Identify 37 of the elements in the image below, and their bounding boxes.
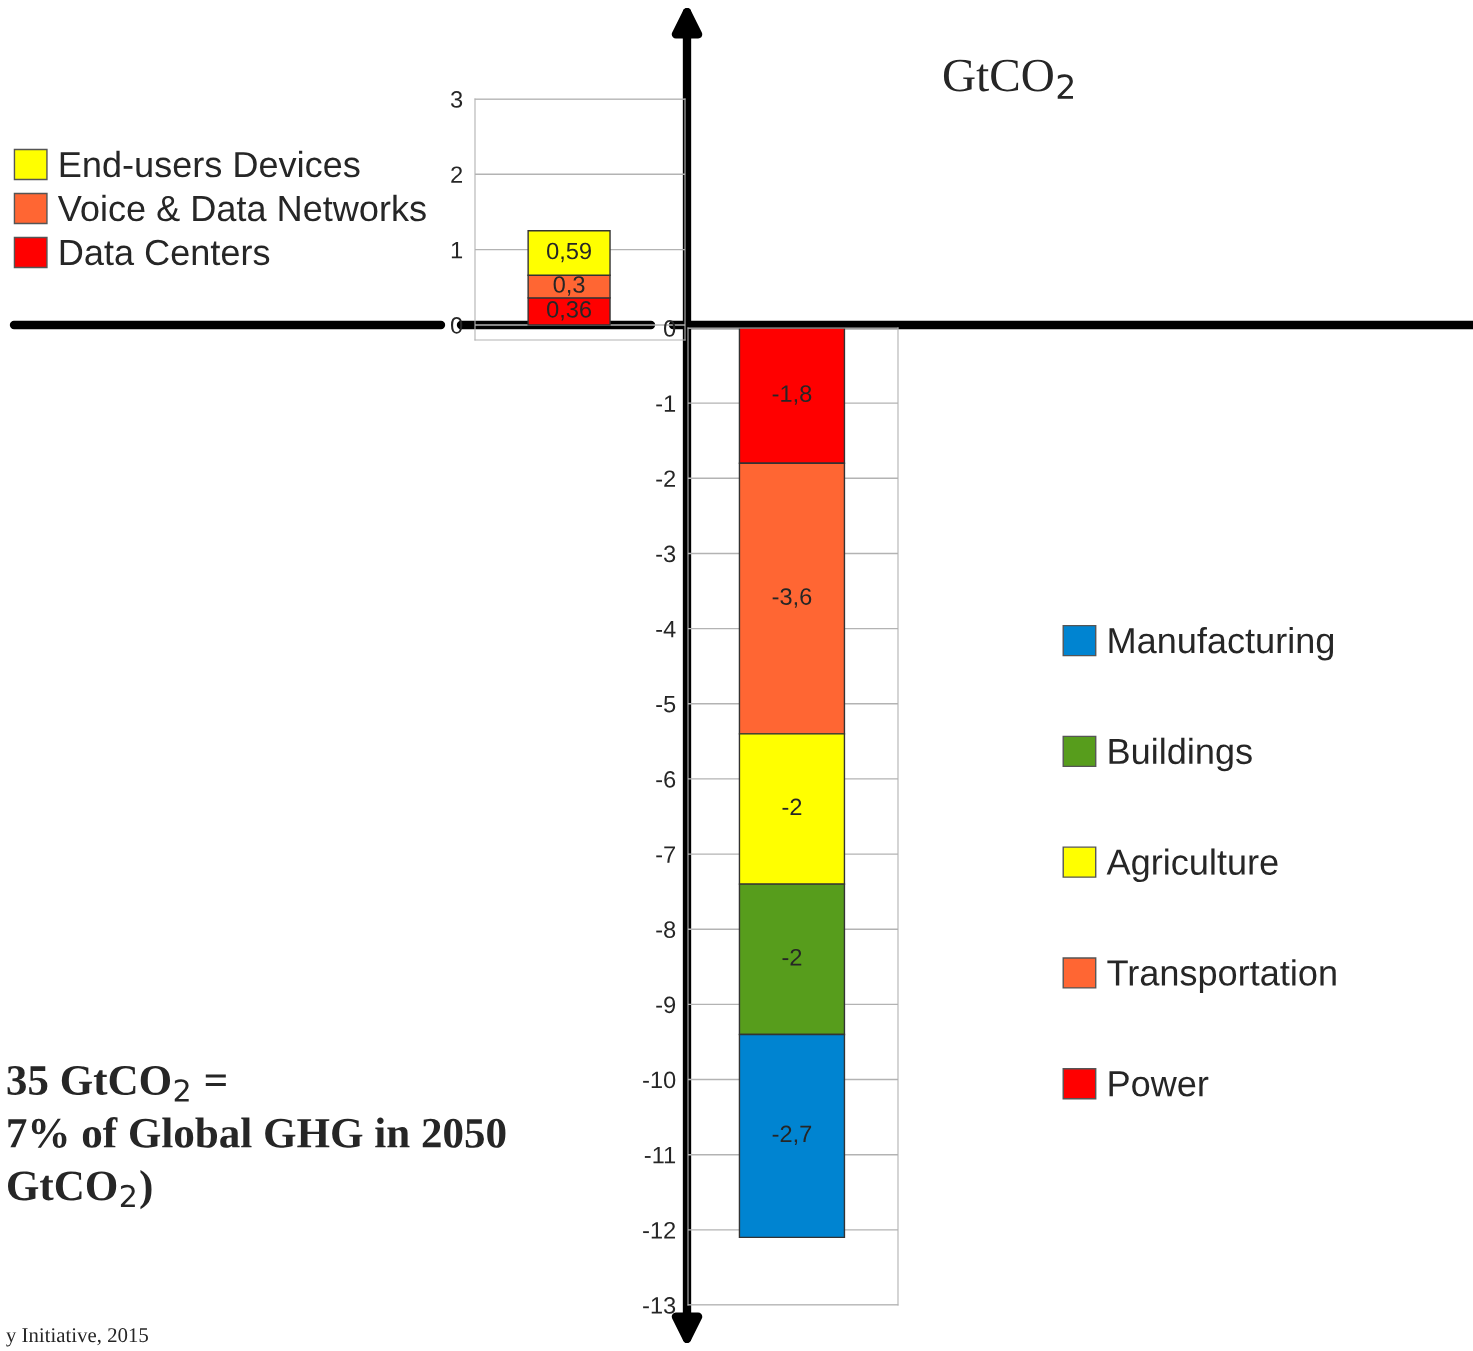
data-label: -3,6 [772,588,812,608]
legend-label: Buildings [1109,737,1252,772]
data-label: -2 [782,798,802,816]
legend-label: Manufacturing [1109,626,1334,661]
legend-label: Agriculture [1106,848,1278,883]
y-tick-label: 0 [663,320,676,337]
data-label: 0,36 [547,301,592,321]
data-label: -2 [782,948,802,966]
text: y Initiative, 2015 [6,1328,148,1347]
y-tick-label: -7 [656,846,676,863]
y-tick-label: 2 [451,166,463,183]
data-label: 0,3 [553,276,585,296]
data-label: -2,7 [772,1125,812,1146]
y-tick-label: -6 [656,770,676,788]
y-tick-label: -1 [656,395,676,412]
y-tick-label: -4 [656,620,676,638]
y-tick-label: 3 [450,91,463,108]
y-tick-label: -12 [643,1221,676,1239]
legend-label: Transportation [1107,959,1336,993]
y-tick-label: -8 [656,921,676,939]
y-tick-label: -9 [656,996,676,1014]
y-tick-label: 0 [450,317,463,334]
y-tick-label: -13 [643,1297,676,1314]
y-tick-label: -11 [644,1147,676,1164]
y-tick-label: -2 [656,470,676,487]
data-label: 0,59 [547,242,591,263]
legend-label: Data Centers [60,239,270,266]
y-tick-label: -5 [656,696,676,713]
legend-label: Power [1109,1071,1209,1097]
text: 35 GtCO$_{2}$ = 7% of Global GHG in 2050 GtCO$_{2}$) [7,1066,506,1210]
y-tick-label: -10 [643,1071,676,1089]
data-label: -1,8 [772,385,812,405]
legend-label: End-users Devices [60,150,360,178]
y-tick-label: -3 [656,545,676,563]
y-axis-title: GtCO$_{2}$ [943,59,1073,99]
legend-label: Voice & Data Networks [57,194,426,222]
y-tick-label: 1 [451,241,463,259]
